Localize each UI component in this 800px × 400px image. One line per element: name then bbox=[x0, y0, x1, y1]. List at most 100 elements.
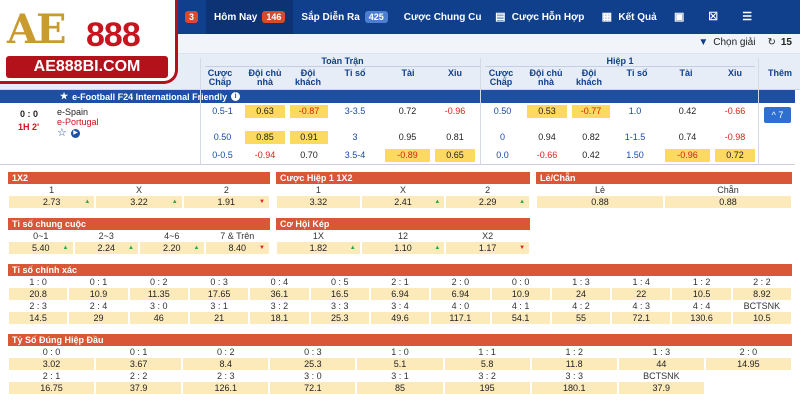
odds-cell[interactable]: 8.92 bbox=[732, 288, 792, 300]
odds-cell[interactable]: 1.82 ▲ bbox=[277, 242, 360, 254]
tab-partial[interactable]: 3 bbox=[172, 0, 206, 34]
odds-cell[interactable]: -0.87 bbox=[290, 105, 328, 118]
odds-cell[interactable]: 0.42 bbox=[582, 150, 600, 160]
league-row[interactable]: ★ e-Football F24 International Friendly … bbox=[0, 90, 795, 103]
odds-cell[interactable] bbox=[705, 382, 791, 394]
odds-cell[interactable]: 10.9 bbox=[491, 288, 550, 300]
odds-cell[interactable]: 29 bbox=[69, 312, 128, 324]
odds-cell[interactable]: 0.82 bbox=[582, 132, 600, 142]
odds-cell[interactable]: 5.40 ▲ bbox=[9, 242, 73, 254]
odds-cell[interactable]: 8.40 ▼ bbox=[205, 242, 269, 254]
odds-cell[interactable]: 2.29 ▲ bbox=[446, 196, 530, 208]
odds-cell[interactable]: 0.42 bbox=[678, 106, 697, 116]
odds-cell[interactable]: 1.17 ▼ bbox=[446, 242, 530, 254]
odds-cell[interactable]: 14.95 bbox=[705, 358, 791, 370]
odds-cell[interactable]: 46 bbox=[129, 312, 188, 324]
odds-cell[interactable]: 25.3 bbox=[270, 358, 356, 370]
odds-cell[interactable]: -0.94 bbox=[254, 150, 276, 160]
odds-cell[interactable]: 16.75 bbox=[9, 382, 95, 394]
league-picker[interactable]: ▼ Chọn giải ↻ 15 bbox=[698, 37, 792, 48]
odds-cell[interactable]: 10.5 bbox=[672, 288, 731, 300]
odds-cell[interactable]: 10.5 bbox=[732, 312, 792, 324]
odds-cell[interactable]: 3.22 ▲ bbox=[96, 196, 182, 208]
odds-cell[interactable]: 8.4 bbox=[183, 358, 269, 370]
odds-cell[interactable]: 37.9 bbox=[96, 382, 182, 394]
odds-cell[interactable]: 5.8 bbox=[444, 358, 530, 370]
odds-cell[interactable]: 55 bbox=[551, 312, 611, 324]
info-icon[interactable]: i bbox=[231, 92, 241, 101]
odds-cell[interactable]: -0.96 bbox=[665, 149, 710, 162]
tab-today[interactable]: Hôm Nay 146 bbox=[206, 0, 294, 34]
refresh-icon[interactable]: ↻ bbox=[767, 37, 776, 48]
odds-cell[interactable]: 0.88 bbox=[665, 196, 791, 208]
odds-cell[interactable]: -0.66 bbox=[536, 150, 558, 160]
odds-cell[interactable]: -0.98 bbox=[724, 132, 746, 142]
odds-cell[interactable]: 1.91 ▼ bbox=[183, 196, 269, 208]
odds-cell[interactable]: 0.72 bbox=[715, 149, 755, 162]
odds-cell[interactable]: 36.1 bbox=[250, 288, 309, 300]
odds-cell[interactable]: 0.88 bbox=[537, 196, 663, 208]
menu-button[interactable]: ☰ bbox=[733, 0, 767, 34]
odds-cell[interactable]: 85 bbox=[357, 382, 443, 394]
odds-cell[interactable]: -0.77 bbox=[572, 105, 610, 118]
odds-cell[interactable]: 0.74 bbox=[678, 132, 697, 142]
tv-button[interactable]: ▣ bbox=[665, 0, 699, 34]
odds-cell[interactable]: 2.73 ▲ bbox=[9, 196, 95, 208]
odds-cell[interactable]: 5.1 bbox=[357, 358, 443, 370]
favorite-icon[interactable]: ☆ bbox=[57, 127, 67, 139]
odds-cell[interactable]: -0.96 bbox=[444, 106, 466, 116]
odds-cell[interactable]: 10.9 bbox=[69, 288, 128, 300]
odds-cell[interactable]: 3.02 bbox=[9, 358, 95, 370]
odds-cell[interactable]: 2.20 ▲ bbox=[140, 242, 204, 254]
odds-cell[interactable]: 0.72 bbox=[398, 106, 417, 116]
odds-cell[interactable]: 3.32 bbox=[277, 196, 360, 208]
odds-cell[interactable]: 72.1 bbox=[612, 312, 671, 324]
odds-cell[interactable]: 0.70 bbox=[300, 150, 318, 160]
odds-cell[interactable]: -0.66 bbox=[724, 106, 746, 116]
odds-cell[interactable]: 16.5 bbox=[310, 288, 369, 300]
odds-cell[interactable]: 20.8 bbox=[9, 288, 68, 300]
odds-cell[interactable]: 126.1 bbox=[183, 382, 269, 394]
odds-cell[interactable]: 44 bbox=[618, 358, 704, 370]
odds-cell[interactable]: 72.1 bbox=[270, 382, 356, 394]
odds-cell[interactable]: 49.6 bbox=[370, 312, 430, 324]
odds-cell[interactable]: 37.9 bbox=[618, 382, 704, 394]
odds-cell[interactable]: 22 bbox=[612, 288, 671, 300]
odds-cell[interactable]: 0.63 bbox=[245, 105, 285, 118]
odds-cell[interactable]: 24 bbox=[551, 288, 611, 300]
tab-results[interactable]: ▦ Kết Quả bbox=[601, 10, 657, 23]
odds-cell[interactable]: 11.35 bbox=[129, 288, 188, 300]
odds-cell[interactable]: 25.3 bbox=[310, 312, 369, 324]
score-label: 1 : 2 bbox=[530, 346, 618, 358]
odds-cell[interactable]: 117.1 bbox=[431, 312, 490, 324]
odds-cell[interactable]: 2.24 ▲ bbox=[74, 242, 138, 254]
odds-cell[interactable]: 11.8 bbox=[531, 358, 617, 370]
odds-cell[interactable]: 180.1 bbox=[531, 382, 617, 394]
odds-cell[interactable]: 6.94 bbox=[431, 288, 490, 300]
odds-cell[interactable]: 195 bbox=[444, 382, 530, 394]
odds-cell[interactable]: 0.53 bbox=[527, 105, 567, 118]
odds-cell[interactable]: 1.10 ▲ bbox=[361, 242, 445, 254]
more-markets-button[interactable]: ^ 7 bbox=[764, 107, 791, 123]
odds-cell[interactable]: 0.95 bbox=[398, 132, 417, 142]
odds-cell[interactable]: 0.94 bbox=[538, 132, 556, 142]
odds-cell[interactable]: 0.85 bbox=[245, 131, 285, 144]
tab-outright[interactable]: Cược Chung Cu bbox=[403, 11, 482, 23]
tab-upcoming[interactable]: Sắp Diễn Ra 425 bbox=[293, 0, 395, 34]
odds-cell[interactable]: 17.65 bbox=[189, 288, 249, 300]
odds-cell[interactable]: 54.1 bbox=[491, 312, 550, 324]
odds-cell[interactable]: 18.1 bbox=[250, 312, 309, 324]
odds-cell[interactable]: 14.5 bbox=[9, 312, 68, 324]
live-stream-icon[interactable]: ▶ bbox=[71, 129, 80, 138]
tab-parlay[interactable]: ▤ Cược Hỗn Hợp bbox=[495, 10, 585, 23]
odds-cell[interactable]: -0.89 bbox=[385, 149, 430, 162]
mute-button[interactable]: ☒ bbox=[699, 0, 733, 34]
odds-cell[interactable]: 6.94 bbox=[370, 288, 430, 300]
odds-cell[interactable]: 2.41 ▲ bbox=[361, 196, 445, 208]
odds-cell[interactable]: 0.91 bbox=[290, 131, 328, 144]
odds-cell[interactable]: 130.6 bbox=[672, 312, 731, 324]
odds-cell[interactable]: 3.67 bbox=[96, 358, 182, 370]
odds-cell[interactable]: 0.65 bbox=[435, 149, 475, 162]
odds-cell[interactable]: 21 bbox=[189, 312, 249, 324]
odds-cell[interactable]: 0.81 bbox=[446, 132, 464, 142]
